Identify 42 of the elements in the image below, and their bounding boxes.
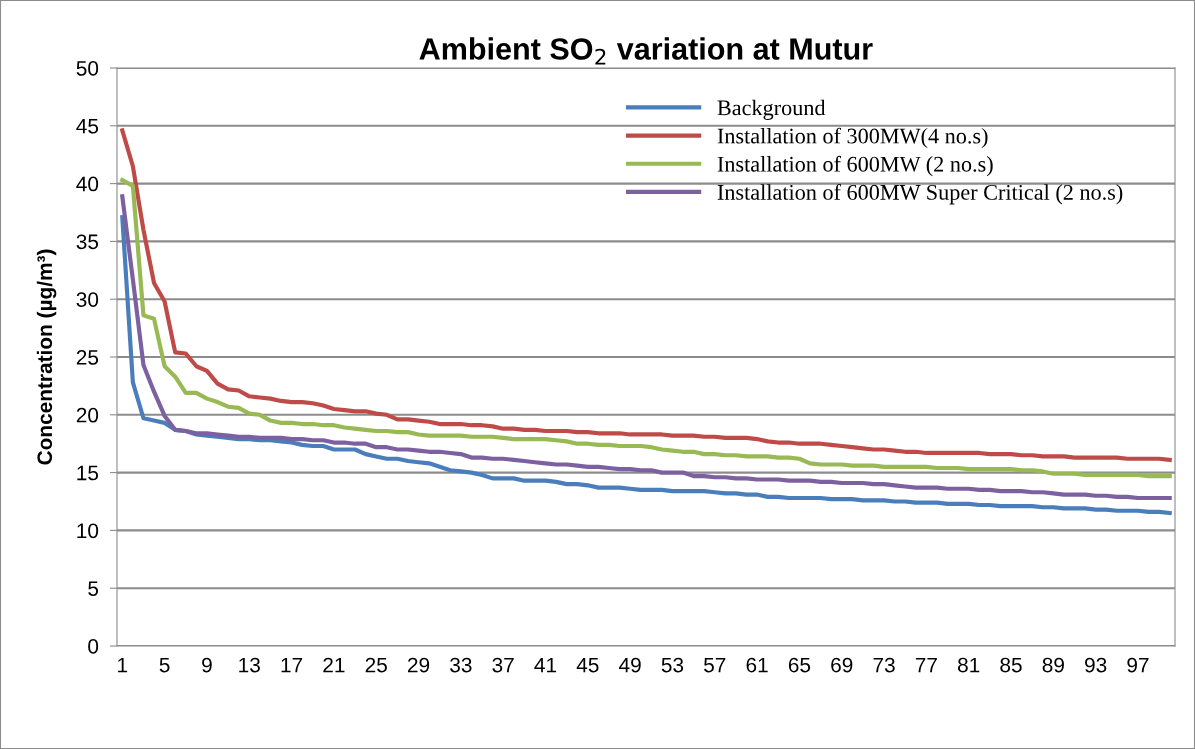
x-tick-label: 77	[915, 657, 937, 673]
x-tick-label: 45	[576, 657, 599, 673]
y-tick-label: 15	[77, 465, 99, 481]
x-tick-label: 41	[534, 657, 557, 673]
y-tick-label: 25	[76, 350, 99, 365]
x-tick-label: 25	[365, 657, 387, 673]
x-tick-label: 57	[704, 657, 726, 673]
x-tick-label: 65	[788, 657, 811, 673]
x-tick-label: 81	[958, 657, 980, 673]
x-tick-label: 53	[661, 657, 684, 673]
legend-label: Background	[717, 99, 826, 120]
legend-label: Installation of 600MW (2 no.s)	[717, 155, 993, 177]
x-tick-label: 73	[873, 657, 895, 673]
legend-label: Installation of 600MW Super Critical (2 no.s)	[717, 184, 1123, 205]
y-tick-label: 5	[88, 581, 99, 596]
x-tick-label: 21	[323, 657, 345, 673]
x-tick-label: 33	[450, 657, 472, 673]
y-tick-label: 40	[76, 176, 99, 192]
x-tick-label: 49	[619, 657, 641, 673]
y-tick-label: 45	[76, 119, 99, 134]
x-tick-label: 97	[1127, 657, 1149, 673]
x-tick-label: 37	[492, 657, 514, 673]
y-tick-label: 20	[76, 407, 99, 423]
x-tick-label: 89	[1042, 657, 1064, 673]
y-tick-label: 50	[76, 61, 99, 76]
y-tick-label: 30	[76, 292, 99, 307]
x-tick-label: 1	[118, 657, 128, 673]
x-tick-label: 9	[202, 657, 212, 673]
y-tick-label: 35	[76, 234, 99, 250]
x-tick-label: 93	[1085, 657, 1107, 673]
y-tick-label: 10	[77, 523, 99, 539]
x-tick-label: 85	[1000, 657, 1022, 673]
x-tick-label: 13	[239, 657, 260, 673]
chart-title: Ambient SO$_{2}$ variation at Mutur	[419, 37, 873, 65]
x-tick-label: 17	[281, 657, 303, 673]
legend-label: Installation of 300MW(4 no.s)	[717, 127, 988, 149]
x-tick-label: 29	[407, 657, 430, 673]
x-tick-label: 61	[746, 657, 768, 673]
x-tick-label: 69	[831, 657, 853, 673]
y-tick-label: 0	[88, 639, 99, 654]
x-tick-label: 5	[159, 657, 170, 673]
y-axis-title: Concentration (µg/m³)	[36, 249, 57, 465]
